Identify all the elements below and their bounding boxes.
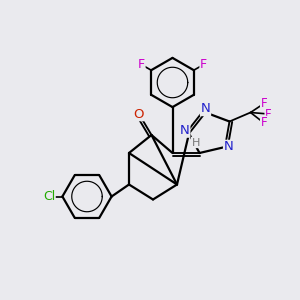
Text: F: F <box>265 107 272 121</box>
Text: N: N <box>224 140 233 154</box>
Text: N: N <box>180 124 190 137</box>
Text: F: F <box>261 97 267 110</box>
Text: F: F <box>200 58 207 71</box>
Text: Cl: Cl <box>43 190 55 203</box>
Text: N: N <box>201 102 210 116</box>
Text: O: O <box>134 107 144 121</box>
Text: F: F <box>138 58 145 71</box>
Text: F: F <box>261 116 267 130</box>
Text: H: H <box>191 137 200 148</box>
